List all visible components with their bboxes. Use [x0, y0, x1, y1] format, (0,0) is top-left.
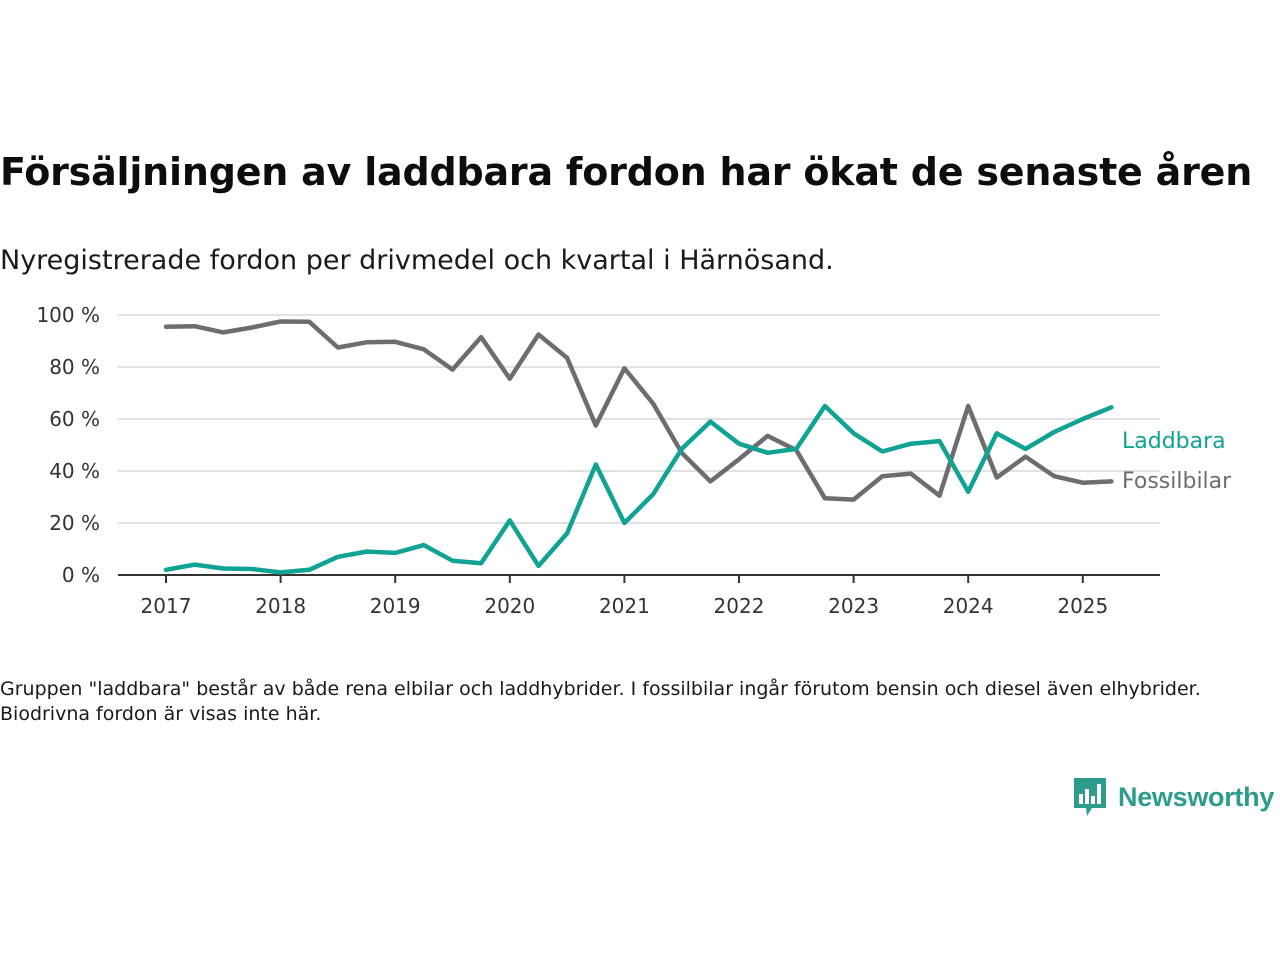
series-line-laddbara — [163, 403, 1114, 575]
y-tick-label: 60 % — [49, 407, 100, 431]
chart-title: Försäljningen av laddbara fordon har öka… — [0, 150, 1253, 194]
x-tick-label: 2024 — [943, 594, 994, 618]
series — [163, 319, 1114, 575]
newsworthy-logo-text: Newsworthy — [1118, 781, 1275, 812]
y-tick-label: 40 % — [49, 459, 100, 483]
y-tick-label: 80 % — [49, 355, 100, 379]
series-line-fossilbilar — [163, 319, 1114, 502]
footnote: Gruppen "laddbara" består av både rena e… — [0, 678, 1201, 725]
series-label-fossilbilar: Fossilbilar — [1122, 469, 1232, 494]
x-tick-label: 2025 — [1057, 594, 1108, 618]
x-tick-label: 2020 — [484, 594, 535, 618]
x-tick-label: 2018 — [255, 594, 306, 618]
y-tick-label: 100 % — [36, 303, 100, 327]
line-chart: 0 % 20 % 40 % 60 % 80 % 100 % 2017 2018 2019 202… — [36, 303, 1232, 618]
x-tick-label: 2017 — [141, 594, 192, 618]
x-tick-label: 2023 — [828, 594, 879, 618]
newsworthy-logo[interactable]: Newsworthy — [1072, 776, 1274, 818]
x-tick-label: 2021 — [599, 594, 650, 618]
x-axis: 2017 2018 2019 2020 2021 2022 2023 2024 2025 — [118, 574, 1160, 618]
series-label-laddbara: Laddbara — [1122, 429, 1226, 454]
newsworthy-logo-icon — [1074, 778, 1106, 816]
x-tick-label: 2019 — [370, 594, 421, 618]
y-tick-label: 0 % — [62, 563, 100, 587]
grid — [118, 314, 1160, 524]
chart-subtitle: Nyregistrerade fordon per drivmedel och … — [0, 245, 834, 276]
y-axis: 0 % 20 % 40 % 60 % 80 % 100 % — [36, 303, 100, 587]
y-tick-label: 20 % — [49, 511, 100, 535]
series-labels: Laddbara Fossilbilar — [1122, 429, 1232, 494]
x-tick-label: 2022 — [714, 594, 765, 618]
